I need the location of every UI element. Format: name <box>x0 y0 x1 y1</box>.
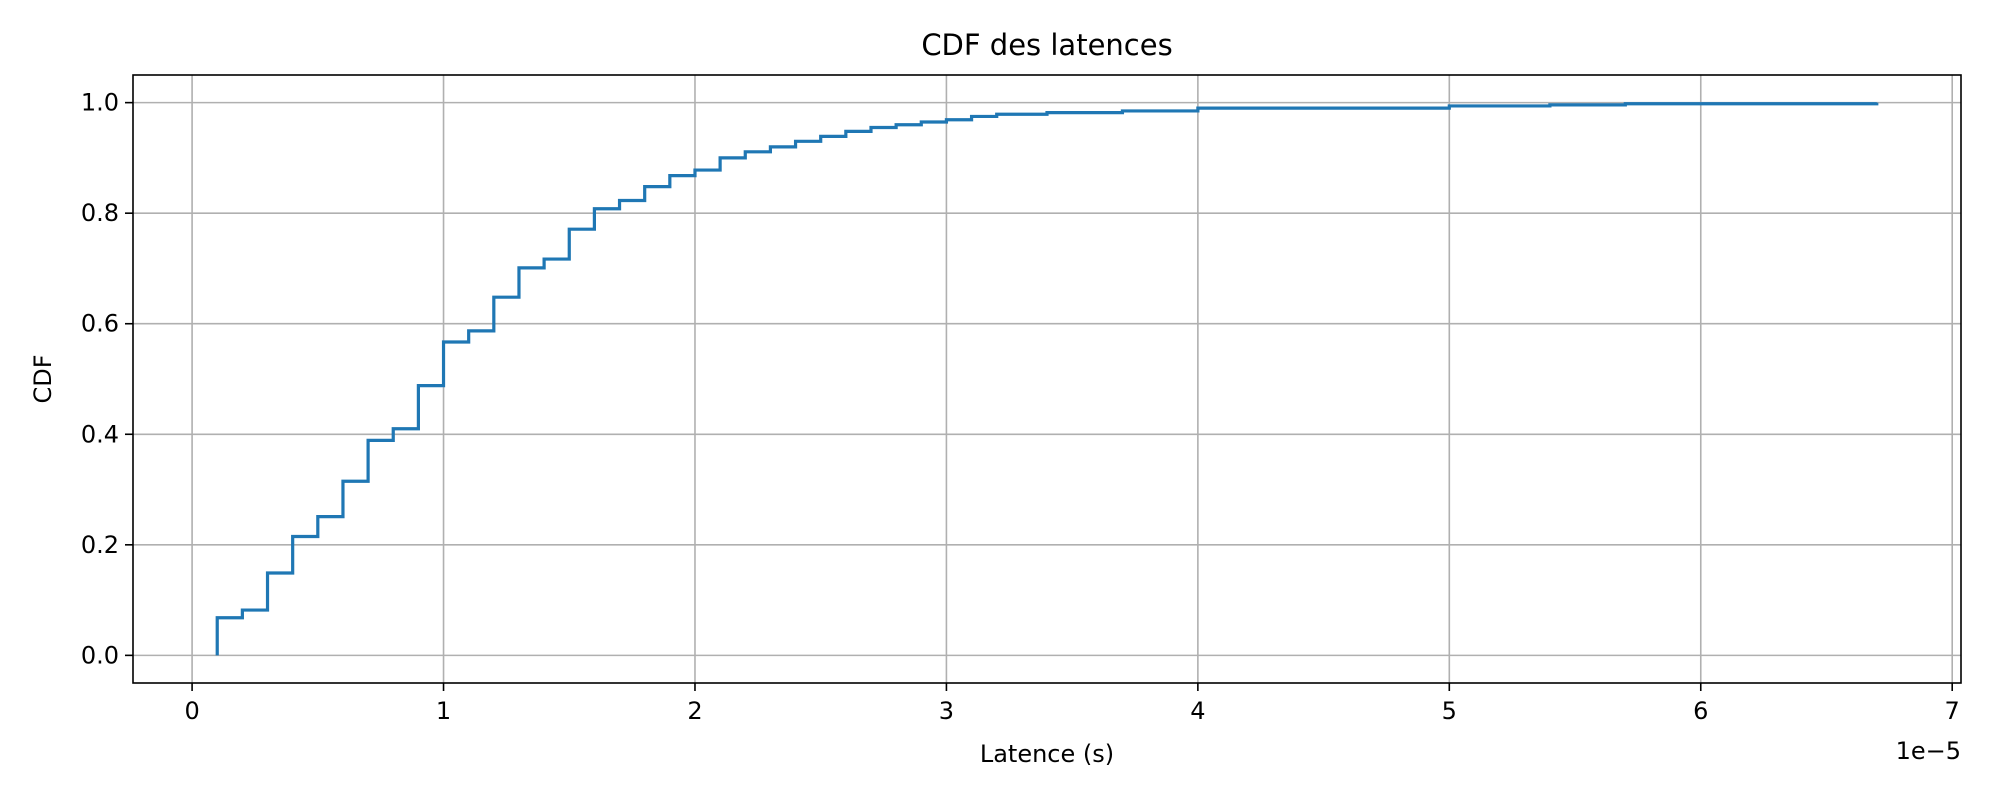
x-tick-label: 0 <box>184 697 199 725</box>
x-tick-label: 1 <box>436 697 451 725</box>
x-tick-label: 4 <box>1190 697 1205 725</box>
y-tick-label: 0.0 <box>81 641 119 669</box>
x-tick-label: 6 <box>1693 697 1708 725</box>
x-offset-label: 1e−5 <box>1896 737 1961 765</box>
cdf-line <box>215 102 1879 656</box>
y-tick-label: 0.8 <box>81 199 119 227</box>
chart-title: CDF des latences <box>921 28 1172 62</box>
y-axis-label: CDF <box>29 354 57 403</box>
x-tick-label: 5 <box>1442 697 1457 725</box>
series-layer <box>215 102 1879 656</box>
y-tick-label: 0.6 <box>81 310 119 338</box>
x-tick-label: 2 <box>687 697 702 725</box>
plot-frame <box>132 74 1962 684</box>
x-axis-label: Latence (s) <box>980 740 1114 768</box>
x-tick-label: 3 <box>939 697 954 725</box>
x-tick-label: 7 <box>1945 697 1960 725</box>
y-tick-label: 0.4 <box>81 420 119 448</box>
ticks: 0 1 2 3 4 5 6 7 0.0 0.2 0.4 0.6 0.8 1.0 <box>81 89 1960 725</box>
y-tick-label: 1.0 <box>81 89 119 117</box>
y-tick-label: 0.2 <box>81 531 119 559</box>
plot-area-background <box>133 75 1961 683</box>
